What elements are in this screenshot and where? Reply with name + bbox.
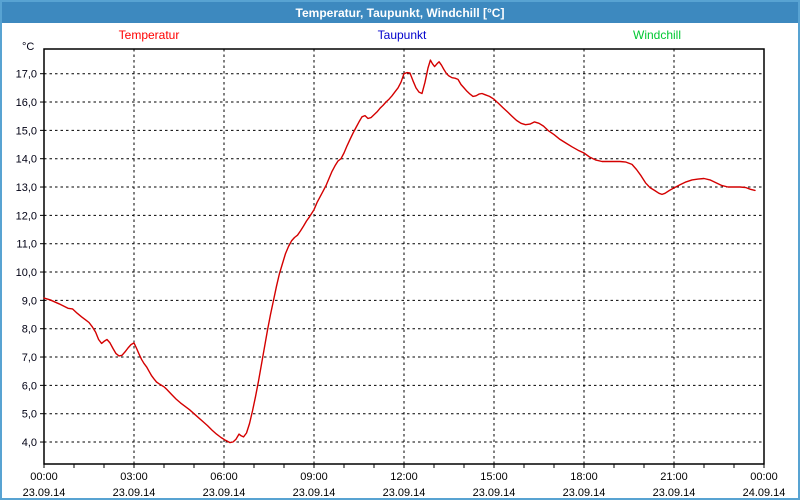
- x-tick-date-label: 23.09.14: [203, 487, 246, 499]
- y-tick-label: 10,0: [16, 267, 37, 279]
- x-tick-date-label: 23.09.14: [563, 487, 606, 499]
- y-tick-label: 11,0: [16, 239, 37, 251]
- y-axis-unit-label: °C: [22, 41, 35, 53]
- x-tick-time-label: 18:00: [570, 471, 598, 483]
- y-tick-label: 7,0: [22, 352, 37, 364]
- y-tick-label: 8,0: [22, 324, 37, 336]
- x-tick-date-label: 24.09.14: [743, 487, 786, 499]
- x-tick-time-label: 09:00: [300, 471, 328, 483]
- x-tick-time-label: 03:00: [120, 471, 148, 483]
- y-tick-label: 6,0: [22, 380, 37, 392]
- y-tick-label: 13,0: [16, 182, 37, 194]
- x-tick-date-label: 23.09.14: [113, 487, 156, 499]
- x-tick-time-label: 15:00: [480, 471, 508, 483]
- legend-item-temperatur: Temperatur: [118, 28, 180, 42]
- y-tick-label: 17,0: [16, 69, 37, 81]
- y-tick-label: 4,0: [22, 437, 37, 449]
- y-tick-label: 15,0: [16, 125, 37, 137]
- legend-item-taupunkt: Taupunkt: [377, 28, 427, 42]
- y-tick-label: 16,0: [16, 97, 37, 109]
- x-tick-time-label: 00:00: [750, 471, 778, 483]
- y-tick-label: 5,0: [22, 409, 37, 421]
- x-tick-date-label: 23.09.14: [473, 487, 516, 499]
- window-title: Temperatur, Taupunkt, Windchill [°C]: [2, 2, 798, 23]
- temperatur-line: [43, 59, 756, 444]
- x-tick-time-label: 12:00: [390, 471, 418, 483]
- legend-item-windchill: Windchill: [632, 28, 682, 42]
- x-tick-date-label: 23.09.14: [293, 487, 336, 499]
- x-tick-time-label: 00:00: [30, 471, 58, 483]
- y-tick-label: 14,0: [16, 154, 37, 166]
- x-tick-time-label: 21:00: [660, 471, 688, 483]
- x-tick-date-label: 23.09.14: [23, 487, 66, 499]
- y-tick-label: 9,0: [22, 295, 37, 307]
- x-tick-date-label: 23.09.14: [653, 487, 696, 499]
- x-tick-time-label: 06:00: [210, 471, 238, 483]
- x-tick-date-label: 23.09.14: [383, 487, 426, 499]
- y-tick-label: 12,0: [16, 210, 37, 222]
- plot-frame: [43, 48, 765, 465]
